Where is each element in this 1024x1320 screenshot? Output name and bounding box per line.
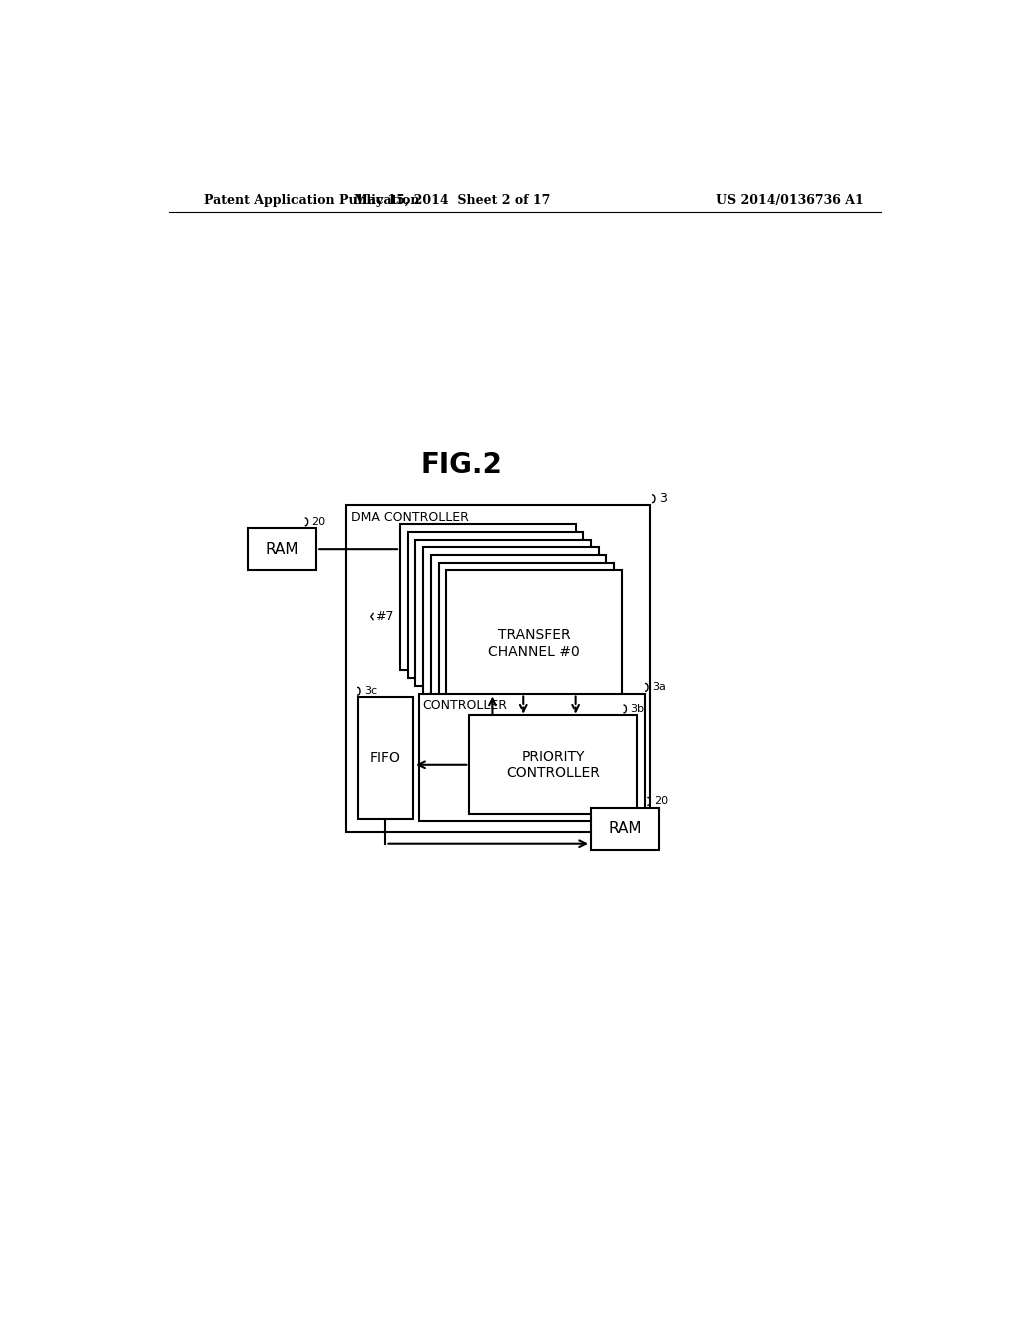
Text: CONTROLLER: CONTROLLER — [422, 700, 507, 713]
Text: May 15, 2014  Sheet 2 of 17: May 15, 2014 Sheet 2 of 17 — [354, 194, 551, 207]
Text: FIFO: FIFO — [370, 751, 400, 766]
Text: FIG.2: FIG.2 — [421, 451, 503, 479]
Bar — [431, 554, 606, 701]
Text: PRIORITY
CONTROLLER: PRIORITY CONTROLLER — [506, 750, 600, 780]
Bar — [357, 697, 413, 818]
Bar — [416, 540, 591, 686]
Text: #7: #7 — [376, 610, 394, 623]
Bar — [438, 562, 614, 709]
Text: 3c: 3c — [364, 686, 377, 696]
Bar — [249, 528, 316, 570]
Bar — [446, 570, 622, 717]
Text: RAM: RAM — [265, 541, 299, 557]
Text: RAM: RAM — [608, 821, 642, 836]
Text: 3: 3 — [658, 492, 667, 506]
Text: Patent Application Publication: Patent Application Publication — [204, 194, 419, 207]
Text: 3a: 3a — [652, 682, 666, 693]
Text: 20: 20 — [654, 796, 669, 807]
Text: 20: 20 — [311, 517, 326, 527]
Bar — [408, 532, 584, 678]
Text: US 2014/0136736 A1: US 2014/0136736 A1 — [716, 194, 863, 207]
Text: TRANSFER
CHANNEL #0: TRANSFER CHANNEL #0 — [488, 628, 580, 659]
Bar — [423, 548, 599, 693]
Bar — [419, 693, 645, 821]
Text: 3b: 3b — [631, 704, 644, 714]
Bar — [469, 715, 637, 814]
Text: DMA CONTROLLER: DMA CONTROLLER — [351, 511, 469, 524]
Bar — [346, 506, 650, 832]
Bar — [591, 808, 658, 850]
Bar — [400, 524, 575, 671]
